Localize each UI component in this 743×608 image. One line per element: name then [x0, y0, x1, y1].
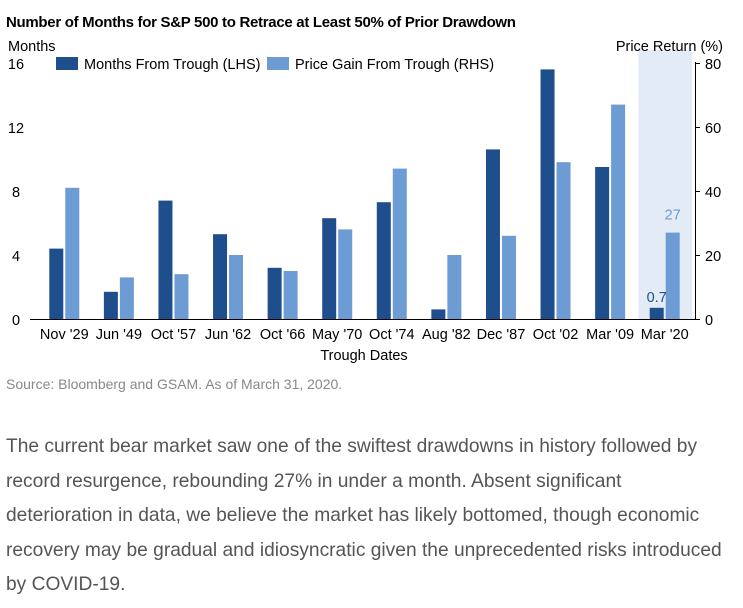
data-label-months: 0.7	[647, 290, 667, 306]
bar-price-2	[174, 274, 189, 319]
x-tick-label: Aug '82	[422, 327, 471, 343]
y-tick-left: 4	[12, 249, 20, 265]
y-tick-left: 0	[12, 313, 20, 329]
bar-months-2	[158, 200, 173, 319]
legend-swatch-months	[56, 57, 78, 70]
x-tick-label: Mar '09	[586, 327, 634, 343]
y-tick-right: 20	[705, 249, 721, 265]
data-label-price: 27	[665, 208, 681, 224]
y-tick-left: 12	[8, 121, 24, 137]
y-axis-right-title: Price Return (%)	[616, 39, 723, 55]
bar-price-8	[501, 235, 516, 319]
x-tick-label: Oct '02	[533, 327, 578, 343]
legend-swatch-price	[267, 57, 289, 70]
bar-months-0	[49, 248, 64, 319]
bar-months-10	[595, 167, 610, 319]
y-axis-left-title: Months	[8, 39, 56, 55]
bar-months-1	[103, 291, 118, 319]
x-tick-label: May '70	[312, 327, 362, 343]
x-axis-title: Trough Dates	[320, 348, 407, 364]
x-tick-label: Mar '20	[641, 327, 689, 343]
x-tick-label: Dec '87	[477, 327, 526, 343]
bar-months-7	[431, 309, 446, 319]
body-paragraph: The current bear market saw one of the s…	[6, 436, 722, 595]
bar-months-11	[649, 307, 664, 319]
y-tick-right: 80	[705, 57, 721, 73]
legend-label-price: Price Gain From Trough (RHS)	[295, 57, 494, 73]
bar-months-3	[213, 234, 228, 319]
bar-months-4	[267, 267, 282, 319]
bar-price-10	[611, 104, 626, 319]
bar-price-4	[283, 271, 298, 319]
chart: Nov '29 Jun '49 Oct '57 Jun '62 Oct '66 May '…	[8, 39, 723, 364]
y-tick-right: 60	[705, 121, 721, 137]
bar-price-9	[556, 162, 571, 319]
bar-months-6	[376, 202, 391, 319]
legend-label-months: Months From Trough (LHS)	[84, 57, 260, 73]
bar-price-7	[447, 255, 462, 319]
bar-price-6	[392, 168, 407, 319]
y-tick-right: 40	[705, 185, 721, 201]
x-tick-label: Oct '57	[151, 327, 196, 343]
x-tick-label: Jun '49	[96, 327, 142, 343]
bar-months-5	[322, 218, 337, 319]
bar-months-9	[540, 69, 555, 320]
y-tick-left: 16	[8, 57, 24, 73]
bar-price-11	[665, 232, 680, 319]
source-note: Source: Bloomberg and GSAM. As of March …	[6, 376, 343, 392]
x-tick-label: Oct '66	[260, 327, 305, 343]
chart-title: Number of Months for S&P 500 to Retrace …	[6, 14, 516, 31]
x-tick-label: Oct '74	[369, 327, 414, 343]
x-tick-label: Nov '29	[40, 327, 89, 343]
bar-price-3	[229, 255, 244, 319]
y-tick-left: 8	[12, 185, 20, 201]
x-tick-label: Jun '62	[205, 327, 251, 343]
bar-price-0	[65, 187, 80, 319]
highlight-band	[638, 50, 692, 319]
y-tick-right: 0	[705, 313, 713, 329]
bar-price-5	[338, 229, 353, 319]
bar-price-1	[119, 277, 134, 319]
bar-months-8	[485, 149, 500, 319]
